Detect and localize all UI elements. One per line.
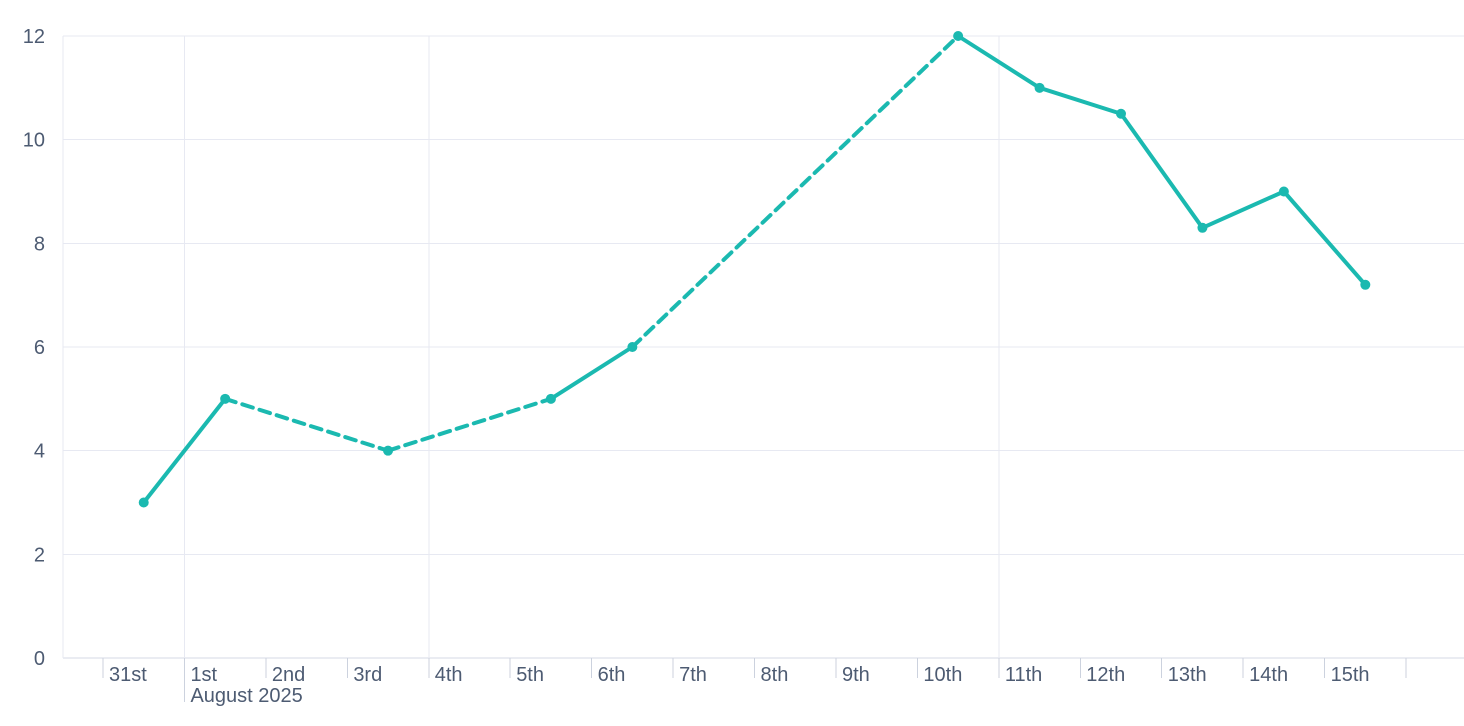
series-segment-solid (956, 34, 1042, 90)
x-tick-label: 7th (679, 664, 707, 686)
data-point-12th[interactable] (1116, 108, 1126, 119)
x-tick-label: 5th (516, 664, 544, 686)
y-tick-label: 12 (23, 26, 45, 48)
data-point-11th[interactable] (1034, 82, 1045, 93)
x-tick-label: 31st (109, 664, 147, 686)
series-segment-solid (141, 396, 228, 505)
x-tick-label: 1st (190, 664, 217, 686)
series-segment-solid (1119, 111, 1205, 230)
x-tick-label: 14th (1249, 664, 1288, 686)
data-point-1st[interactable] (220, 393, 231, 404)
x-tick-label: 10th (923, 664, 962, 686)
y-tick-label: 2 (34, 544, 45, 566)
y-tick-label: 10 (23, 130, 45, 152)
x-tick-label: 2nd (272, 664, 305, 686)
x-tick-label: 9th (842, 664, 870, 686)
series-segment-dashed (223, 396, 391, 453)
x-tick-label: 3rd (353, 664, 382, 686)
x-tick-label: 4th (435, 664, 463, 686)
x-tick-label: 8th (761, 664, 789, 686)
series-segment-solid (548, 345, 635, 401)
x-tick-label: 13th (1168, 664, 1207, 686)
x-tick-label: 12th (1086, 664, 1125, 686)
series-segment-dashed (386, 396, 553, 453)
series-segment-solid (1200, 189, 1286, 230)
series-segment-solid (1281, 189, 1368, 287)
series-segment-dashed (630, 34, 961, 349)
data-point-3rd[interactable] (383, 445, 394, 456)
data-point-15th[interactable] (1360, 279, 1371, 290)
x-tick-label: 15th (1331, 664, 1370, 686)
data-point-6th[interactable] (627, 342, 638, 352)
y-tick-label: 8 (34, 233, 45, 255)
data-point-5th[interactable] (545, 393, 556, 404)
y-tick-label: 6 (34, 337, 45, 359)
y-tick-label: 4 (34, 441, 45, 463)
data-point-14th[interactable] (1278, 186, 1289, 197)
y-tick-label: 0 (34, 648, 45, 670)
x-tick-label: 11th (1005, 664, 1042, 686)
x-tick-label: 6th (598, 664, 626, 686)
data-point-31st[interactable] (138, 497, 149, 508)
data-point-10th[interactable] (953, 31, 964, 41)
x-axis-month-label: August 2025 (190, 685, 302, 707)
series-segment-solid (1037, 85, 1123, 116)
data-point-13th[interactable] (1197, 222, 1208, 233)
